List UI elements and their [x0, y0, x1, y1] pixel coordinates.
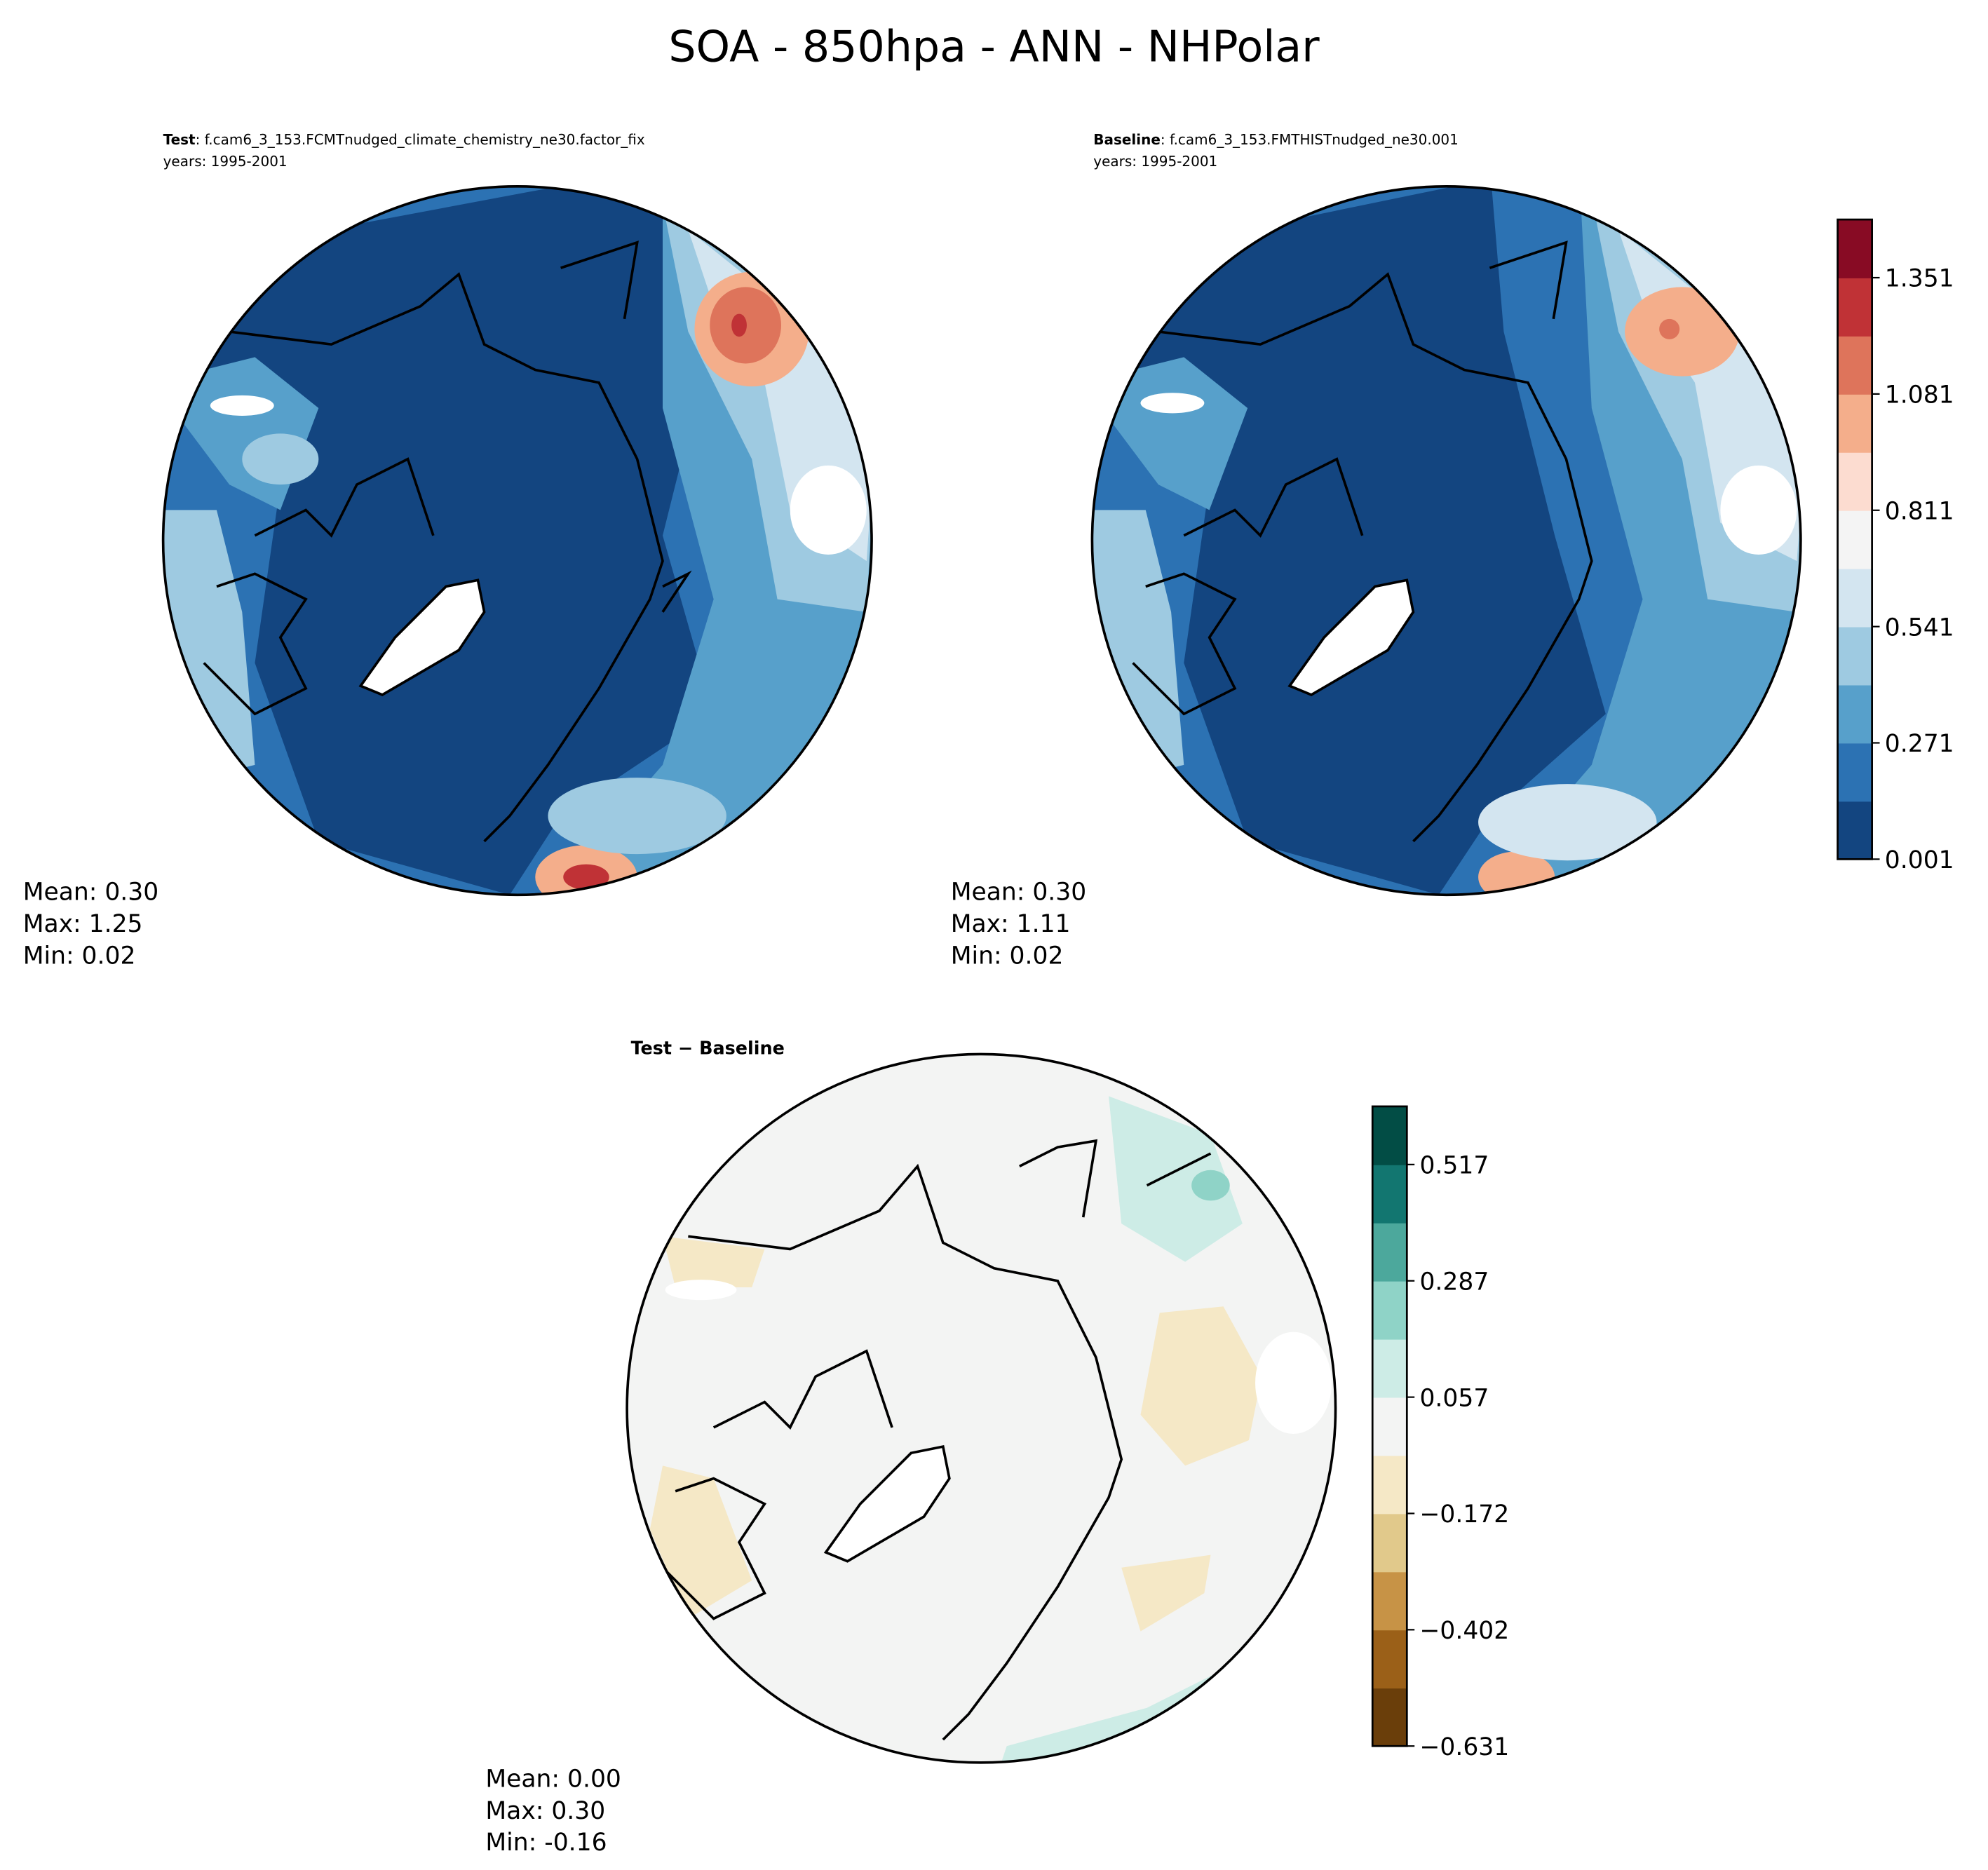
colorbar-segment	[1837, 452, 1872, 511]
diff-max: Max: 0.30	[485, 1797, 605, 1825]
colorbar-tick-label: 0.541	[1885, 614, 1954, 642]
colorbar-segment	[1372, 1397, 1407, 1456]
colorbar-segment	[1837, 278, 1872, 337]
colorbar-segment	[1372, 1630, 1407, 1689]
colorbar-segment	[1837, 510, 1872, 569]
diff-map	[627, 1054, 1336, 1763]
colorbar-tick-label: 1.081	[1885, 381, 1954, 409]
colorbar-tick-label: 0.271	[1885, 730, 1954, 758]
colorbar-segment	[1837, 335, 1872, 395]
baseline-panel: Baseline: f.cam6_3_153.FMTHISTnudged_ne3…	[951, 131, 1802, 970]
colorbar-segment	[1372, 1164, 1407, 1224]
baseline-years: years: 1995-2001	[1093, 153, 1217, 170]
colorbar-difference: −0.631 −0.402 −0.172 0.057 0.287 0.517	[1371, 1105, 1509, 1761]
colorbar-values: 0.001 0.271 0.541 0.811 1.081 1.351	[1837, 218, 1954, 874]
figure-title: SOA - 850hpa - ANN - NHPolar	[668, 22, 1320, 72]
colorbar-segment	[1372, 1106, 1407, 1165]
colorbar-segment	[1837, 219, 1872, 278]
colorbar-tick-label: −0.172	[1419, 1500, 1509, 1529]
colorbar-tick-label: −0.631	[1419, 1733, 1509, 1761]
colorbar-tick-label: 0.001	[1885, 846, 1954, 874]
baseline-min: Min: 0.02	[951, 942, 1064, 970]
diff-label: Test − Baseline	[631, 1037, 785, 1058]
baseline-mean: Mean: 0.30	[951, 879, 1087, 907]
colorbar-tick-label: −0.402	[1419, 1617, 1509, 1645]
colorbar-tick-label: 0.811	[1885, 497, 1954, 525]
baseline-max: Max: 1.11	[951, 910, 1071, 938]
test-years: years: 1995-2001	[163, 153, 288, 170]
colorbar-segment	[1837, 801, 1872, 860]
colorbar-segment	[1372, 1339, 1407, 1398]
diff-panel: Test − Baseline Mean: 0.00 Max: 0.30 Min…	[485, 1037, 1337, 1857]
colorbar-segment	[1837, 393, 1872, 453]
test-panel: Test: f.cam6_3_153.FCMTnudged_climate_ch…	[23, 131, 873, 970]
colorbar-tick-label: 0.057	[1419, 1384, 1489, 1412]
baseline-map	[1092, 186, 1801, 895]
colorbar-segment	[1837, 626, 1872, 686]
colorbar-border	[1837, 218, 1873, 860]
colorbar-segment	[1372, 1455, 1407, 1515]
test-label: Test: f.cam6_3_153.FCMTnudged_climate_ch…	[163, 131, 645, 148]
colorbar-segment	[1372, 1688, 1407, 1747]
colorbar-segment	[1372, 1513, 1407, 1573]
test-min: Min: 0.02	[23, 942, 136, 970]
test-max: Max: 1.25	[23, 910, 143, 938]
colorbar-segment	[1837, 568, 1872, 628]
test-mean: Mean: 0.30	[23, 879, 159, 907]
colorbar-tick-label: 0.517	[1419, 1152, 1489, 1180]
diff-min: Min: -0.16	[485, 1829, 607, 1857]
colorbar-tick-label: 0.287	[1419, 1268, 1489, 1296]
colorbar-segment	[1372, 1222, 1407, 1282]
diff-mean: Mean: 0.00	[485, 1765, 621, 1793]
colorbar-segment	[1372, 1571, 1407, 1631]
colorbar-segment	[1372, 1280, 1407, 1340]
test-map	[163, 186, 872, 895]
colorbar-segment	[1837, 743, 1872, 802]
baseline-label: Baseline: f.cam6_3_153.FMTHISTnudged_ne3…	[1093, 131, 1459, 148]
colorbar-border	[1371, 1105, 1408, 1747]
colorbar-tick-label: 1.351	[1885, 265, 1954, 293]
colorbar-segment	[1837, 684, 1872, 744]
